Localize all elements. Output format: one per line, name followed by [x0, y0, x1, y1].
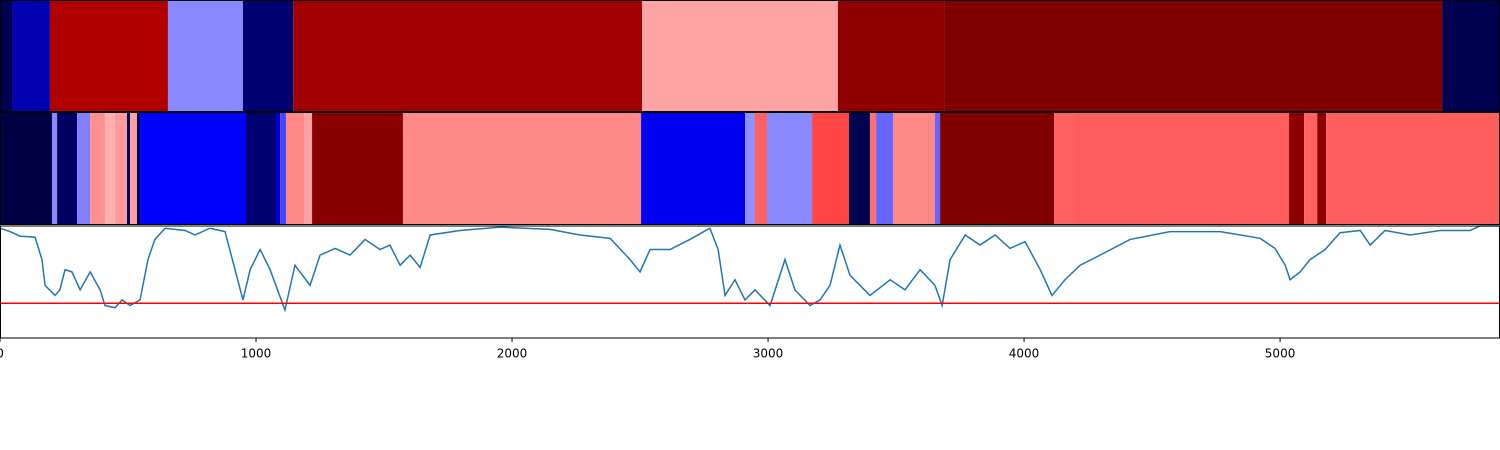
strip-segment: [312, 113, 403, 225]
panel-frame: [0, 225, 1500, 339]
strip-segment: [1317, 113, 1327, 225]
strip-segment: [140, 113, 247, 225]
strip-segment: [1442, 1, 1500, 112]
x-tick-label: 3000: [753, 347, 784, 361]
strip-segment: [1073, 113, 1290, 225]
strip-segment: [275, 113, 281, 225]
strip-segment: [12, 1, 50, 112]
strip-segment: [745, 113, 755, 225]
strip-segment: [402, 113, 642, 225]
strip-segment: [892, 113, 935, 225]
strip-segment: [0, 113, 52, 225]
strip-segment: [242, 1, 294, 112]
strip-segment: [57, 113, 78, 225]
x-tick-label: 4000: [1009, 347, 1040, 361]
strip-segment: [1289, 113, 1305, 225]
data-line: [0, 225, 1500, 313]
x-tick-label: 0: [0, 347, 4, 361]
strip-segment: [876, 113, 893, 225]
x-tick-label: 2000: [497, 347, 528, 361]
x-tick-label: 5000: [1265, 347, 1296, 361]
strip-segment: [51, 113, 58, 225]
strip-segment: [304, 113, 313, 225]
strip-segment: [869, 113, 877, 225]
strip-segment: [114, 113, 127, 225]
strip-segment: [934, 113, 941, 225]
strip-segment: [136, 113, 141, 225]
strip-segment: [126, 113, 131, 225]
strip-segment: [90, 113, 105, 225]
strip-segment: [1054, 113, 1074, 225]
strip-segment: [767, 113, 813, 225]
strip-segment: [280, 113, 286, 225]
strip-segment: [944, 1, 1443, 112]
strip-segment: [167, 1, 243, 112]
strip-segment: [641, 113, 746, 225]
strip-segment: [642, 1, 838, 112]
strip-segment: [754, 113, 768, 225]
strip-segment: [77, 113, 91, 225]
strip-segment: [1326, 113, 1500, 225]
strip-segment: [837, 1, 945, 112]
strip-segment: [246, 113, 276, 225]
x-tick-label: 1000: [241, 347, 272, 361]
strip-segment: [285, 113, 305, 225]
strip-segment: [812, 113, 849, 225]
strip-segment: [293, 1, 643, 112]
strip-segment: [104, 113, 115, 225]
strip-segment: [1304, 113, 1318, 225]
strip-segment: [940, 113, 1055, 225]
strip-segment: [130, 113, 137, 225]
strip-segment: [49, 1, 168, 112]
strip-segment: [848, 113, 870, 225]
strip-segment: [0, 1, 13, 112]
